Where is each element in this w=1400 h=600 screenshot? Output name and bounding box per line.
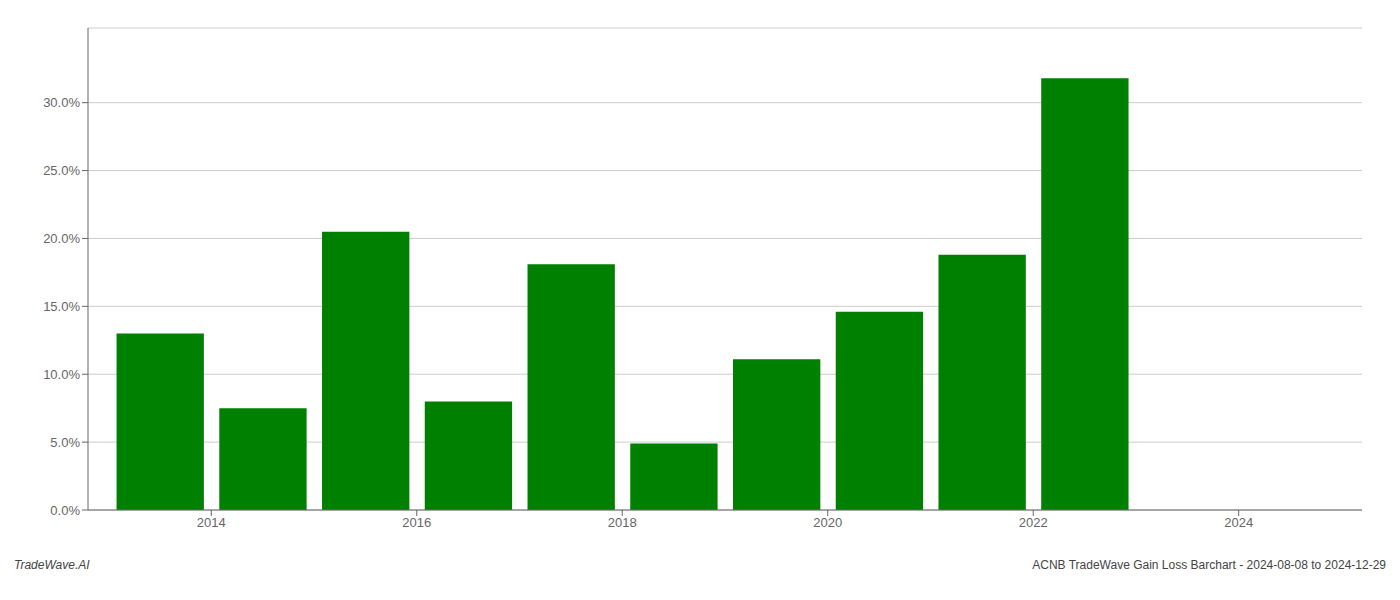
- svg-text:10.0%: 10.0%: [43, 367, 80, 382]
- svg-text:2024: 2024: [1224, 515, 1253, 530]
- svg-text:2018: 2018: [608, 515, 637, 530]
- html-text:TradeWave.AI: TradeWave.AI: [14, 558, 90, 572]
- svg-text:5.0%: 5.0%: [50, 435, 80, 450]
- svg-text:0.0%: 0.0%: [50, 503, 80, 518]
- svg-text:30.0%: 30.0%: [43, 95, 80, 110]
- svg-text:20.0%: 20.0%: [43, 231, 80, 246]
- svg-text:2014: 2014: [197, 515, 226, 530]
- html-text:ACNB TradeWave Gain Loss Barch: ACNB TradeWave Gain Loss Barchart - 2024…: [1032, 558, 1386, 572]
- svg-text:2022: 2022: [1019, 515, 1048, 530]
- svg-text:2020: 2020: [813, 515, 842, 530]
- svg-text:2016: 2016: [402, 515, 431, 530]
- svg-text:25.0%: 25.0%: [43, 163, 80, 178]
- svg-text:15.0%: 15.0%: [43, 299, 80, 314]
